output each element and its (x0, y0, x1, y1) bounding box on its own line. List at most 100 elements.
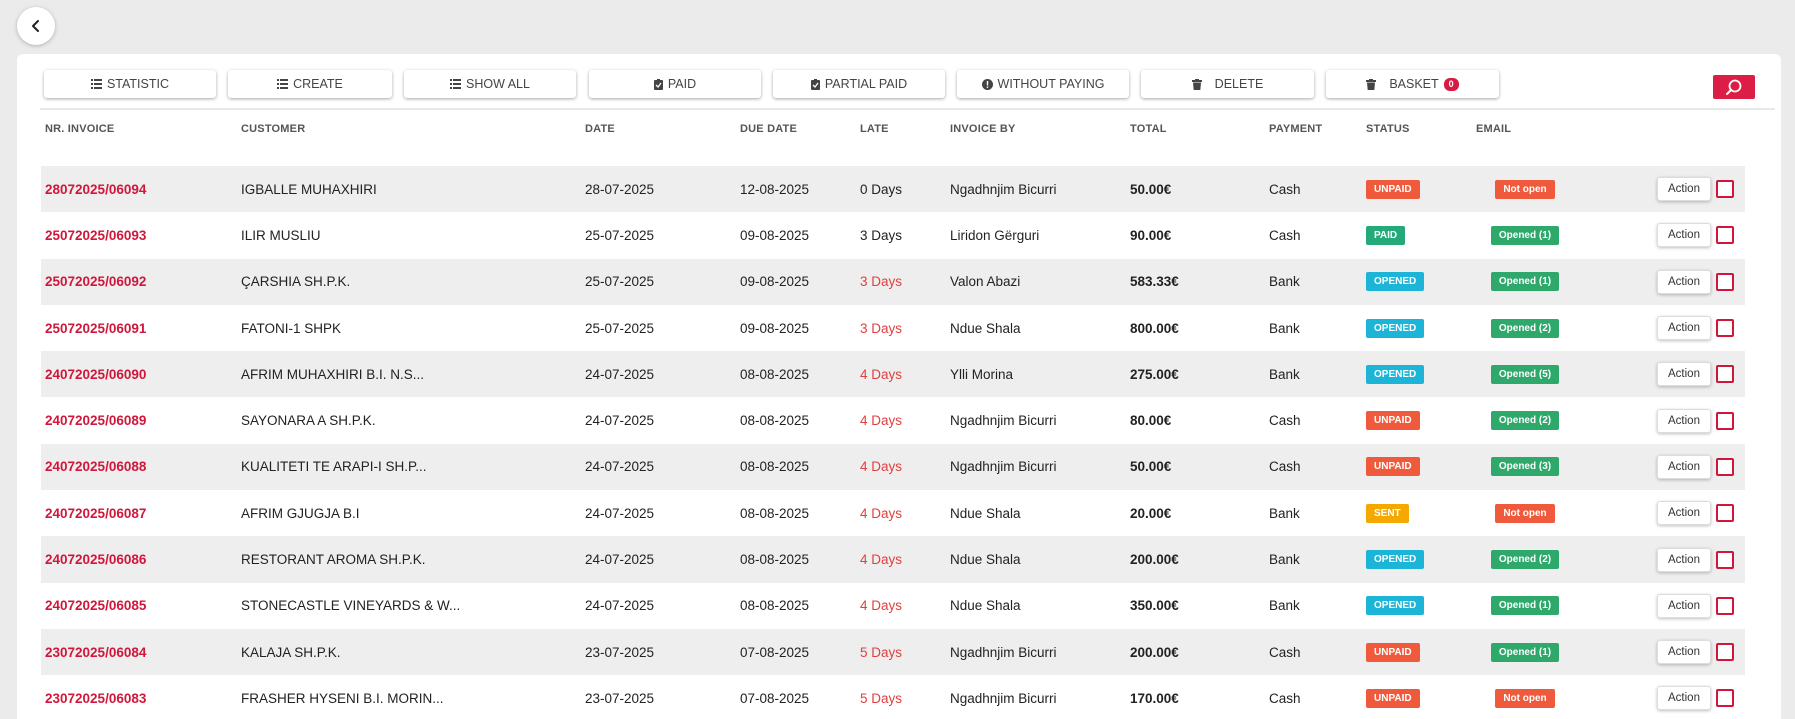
row-select-checkbox[interactable] (1716, 365, 1734, 384)
action-button[interactable]: Action (1657, 547, 1711, 572)
late-days: 3 Days (860, 227, 903, 243)
email-cell: Opened (1) (1478, 629, 1572, 675)
table-row[interactable]: 25072025/06091 FATONI-1 SHPK 25-07-2025 09-… (41, 305, 1745, 351)
row-select-checkbox[interactable] (1716, 689, 1734, 708)
create-button[interactable]: CREATE (228, 70, 392, 98)
status-badge: OPENED (1366, 272, 1425, 292)
create-label: CREATE (293, 77, 343, 91)
status-cell: OPENED (1366, 583, 1425, 629)
without-paying-button[interactable]: WITHOUT PAYING (957, 70, 1129, 98)
col-date[interactable]: DATE (585, 123, 615, 135)
email-status-badge: Opened (1) (1490, 596, 1560, 616)
row-select-checkbox[interactable] (1716, 596, 1734, 615)
table-row[interactable]: 24072025/06086 RESTORANT AROMA SH.P.K. 24-… (41, 536, 1745, 583)
row-select-checkbox[interactable] (1716, 180, 1734, 199)
invoice-number-link[interactable]: 23072025/06083 (45, 690, 147, 706)
row-select-checkbox[interactable] (1716, 319, 1734, 338)
late-days: 4 Days (860, 598, 903, 614)
action-button[interactable]: Action (1657, 223, 1711, 248)
col-status[interactable]: STATUS (1366, 123, 1410, 135)
action-button[interactable]: Action (1657, 408, 1711, 433)
table-row[interactable]: 23072025/06084 KALAJA SH.P.K. 23-07-2025 07… (41, 628, 1745, 676)
table-row[interactable]: 24072025/06085 STONECASTLE VINEYARDS & W.… (41, 583, 1745, 629)
table-row[interactable]: 24072025/06089 SAYONARA A SH.P.K. 24-07-20… (41, 397, 1745, 443)
action-button[interactable]: Action (1657, 640, 1711, 665)
table-row[interactable]: 25072025/06093 ILIR MUSLIU 25-07-2025 09-08… (41, 212, 1745, 258)
statistic-button[interactable]: STATISTIC (44, 70, 216, 98)
action-button[interactable]: Action (1657, 593, 1711, 618)
late-days: 0 Days (860, 181, 903, 197)
action-button[interactable]: Action (1657, 269, 1711, 294)
status-badge: OPENED (1366, 318, 1425, 338)
invoice-number-link[interactable]: 24072025/06088 (45, 459, 147, 475)
col-payment[interactable]: PAYMENT (1269, 123, 1323, 135)
status-cell: PAID (1366, 212, 1406, 258)
col-email[interactable]: EMAIL (1476, 123, 1512, 135)
col-total[interactable]: TOTAL (1130, 123, 1167, 135)
action-button[interactable]: Action (1657, 501, 1711, 526)
table-row[interactable]: 24072025/06088 KUALITETI TE ARAPI-I SH.P.… (41, 443, 1745, 491)
row-select-checkbox[interactable] (1716, 411, 1734, 430)
row-select-checkbox[interactable] (1716, 226, 1734, 245)
status-cell: UNPAID (1366, 397, 1420, 443)
payment-method: Bank (1269, 598, 1300, 614)
table-row[interactable]: 23072025/06083 FRASHER HYSENI B.I. MORIN.… (41, 675, 1745, 719)
action-button[interactable]: Action (1657, 362, 1711, 387)
action-button[interactable]: Action (1657, 316, 1711, 341)
late-days: 4 Days (860, 505, 903, 521)
row-select-checkbox[interactable] (1716, 457, 1734, 476)
table-row[interactable]: 24072025/06087 AFRIM GJUGJA B.I 24-07-2025… (41, 490, 1745, 536)
action-cell: Action (1657, 675, 1711, 719)
invoice-number-link[interactable]: 24072025/06086 (45, 552, 147, 568)
invoice-number-link[interactable]: 24072025/06089 (45, 413, 147, 429)
action-button[interactable]: Action (1657, 686, 1711, 711)
table-row[interactable]: 25072025/06092 ÇARSHIA SH.P.K. 25-07-2025 0… (41, 258, 1745, 305)
action-button[interactable]: Action (1657, 177, 1711, 202)
row-select-checkbox[interactable] (1716, 272, 1734, 291)
customer-name: RESTORANT AROMA SH.P.K. (241, 552, 426, 568)
table-row[interactable]: 24072025/06090 AFRIM MUHAXHIRI B.I. N.S..… (41, 351, 1745, 398)
row-select-checkbox[interactable] (1716, 643, 1734, 662)
action-button[interactable]: Action (1657, 454, 1711, 479)
row-select-checkbox[interactable] (1716, 550, 1734, 569)
invoice-number-link[interactable]: 25072025/06092 (45, 274, 147, 290)
invoice-by: Ndue Shala (950, 505, 1021, 521)
invoice-number-link[interactable]: 24072025/06090 (45, 366, 147, 382)
email-cell: Opened (1) (1478, 212, 1572, 258)
col-nr-invoice[interactable]: NR. INVOICE (45, 123, 115, 135)
invoice-date: 24-07-2025 (585, 598, 655, 614)
paid-button[interactable]: PAID (589, 70, 761, 98)
col-invoice-by[interactable]: INVOICE BY (950, 123, 1016, 135)
invoice-number-link[interactable]: 23072025/06084 (45, 644, 147, 660)
due-date: 09-08-2025 (740, 227, 810, 243)
status-cell: OPENED (1366, 259, 1425, 305)
row-select-checkbox[interactable] (1716, 504, 1734, 523)
partial-paid-button[interactable]: PARTIAL PAID (773, 70, 945, 98)
payment-method: Cash (1269, 227, 1301, 243)
col-due-date[interactable]: DUE DATE (740, 123, 798, 135)
customer-name: FATONI-1 SHPK (241, 320, 342, 336)
back-button[interactable] (17, 7, 55, 45)
invoice-number-link[interactable]: 24072025/06085 (45, 598, 147, 614)
invoice-by: Ngadhnjim Bicurri (950, 181, 1057, 197)
col-late[interactable]: LATE (860, 123, 889, 135)
basket-button[interactable]: BASKET 0 (1326, 70, 1499, 98)
invoice-number-link[interactable]: 25072025/06091 (45, 320, 147, 336)
email-status-badge: Opened (2) (1490, 411, 1560, 431)
search-icon (1726, 79, 1742, 95)
without-paying-label: WITHOUT PAYING (997, 77, 1105, 91)
invoice-number-link[interactable]: 28072025/06094 (45, 181, 147, 197)
invoice-total: 275.00€ (1130, 366, 1179, 382)
paid-label: PAID (667, 77, 697, 91)
invoice-date: 25-07-2025 (585, 274, 655, 290)
invoice-number-link[interactable]: 25072025/06093 (45, 227, 147, 243)
table-row[interactable]: 28072025/06094 IGBALLE MUHAXHIRI 28-07-202… (41, 166, 1745, 213)
status-badge: SENT (1366, 503, 1409, 523)
delete-button[interactable]: DELETE (1141, 70, 1314, 98)
show-all-button[interactable]: SHOW ALL (404, 70, 576, 98)
email-cell: Not open (1478, 166, 1572, 212)
status-badge: OPENED (1366, 364, 1425, 384)
invoice-number-link[interactable]: 24072025/06087 (45, 505, 147, 521)
search-button[interactable] (1713, 75, 1755, 99)
col-customer[interactable]: CUSTOMER (241, 123, 306, 135)
